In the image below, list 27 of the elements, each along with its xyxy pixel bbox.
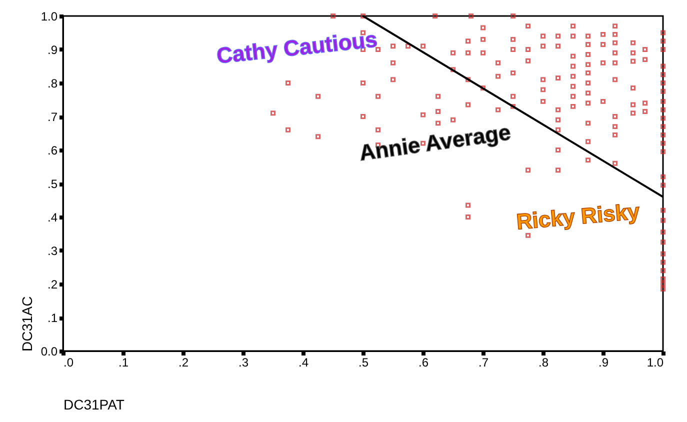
- y-axis-title: DC31AC: [18, 296, 35, 352]
- annotation: Annie Average: [358, 120, 512, 166]
- y-tick-label: .9: [47, 43, 58, 57]
- x-tick-label: .3: [238, 356, 249, 370]
- annotation: Ricky Risky: [515, 198, 642, 234]
- y-tick-label: 0.0: [40, 344, 58, 358]
- x-tick-label: .5: [358, 356, 369, 370]
- y-tick-label: .4: [47, 210, 58, 224]
- x-tick-label: .1: [118, 356, 129, 370]
- y-tick-label: .7: [47, 110, 58, 124]
- y-tick-label: .3: [47, 244, 58, 258]
- x-tick-label: .9: [598, 356, 609, 370]
- y-tick-label: 1.0: [40, 10, 58, 24]
- x-tick-label: .8: [538, 356, 549, 370]
- y-tick-label: .6: [47, 144, 58, 158]
- annotation: Cathy Cautious: [215, 26, 378, 68]
- y-tick-label: .5: [47, 177, 58, 191]
- x-tick-label: .4: [298, 356, 309, 370]
- x-tick-label: .2: [178, 356, 189, 370]
- x-tick-label: .7: [478, 356, 489, 370]
- y-tick-label: .8: [47, 76, 58, 90]
- x-axis-title: DC31PAT: [64, 396, 125, 412]
- x-tick-label: .0: [64, 356, 74, 370]
- y-tick-label: .2: [47, 278, 58, 292]
- x-tick-label: 1.0: [646, 356, 664, 370]
- y-tick-label: .1: [47, 311, 58, 325]
- x-tick-label: .6: [418, 356, 429, 370]
